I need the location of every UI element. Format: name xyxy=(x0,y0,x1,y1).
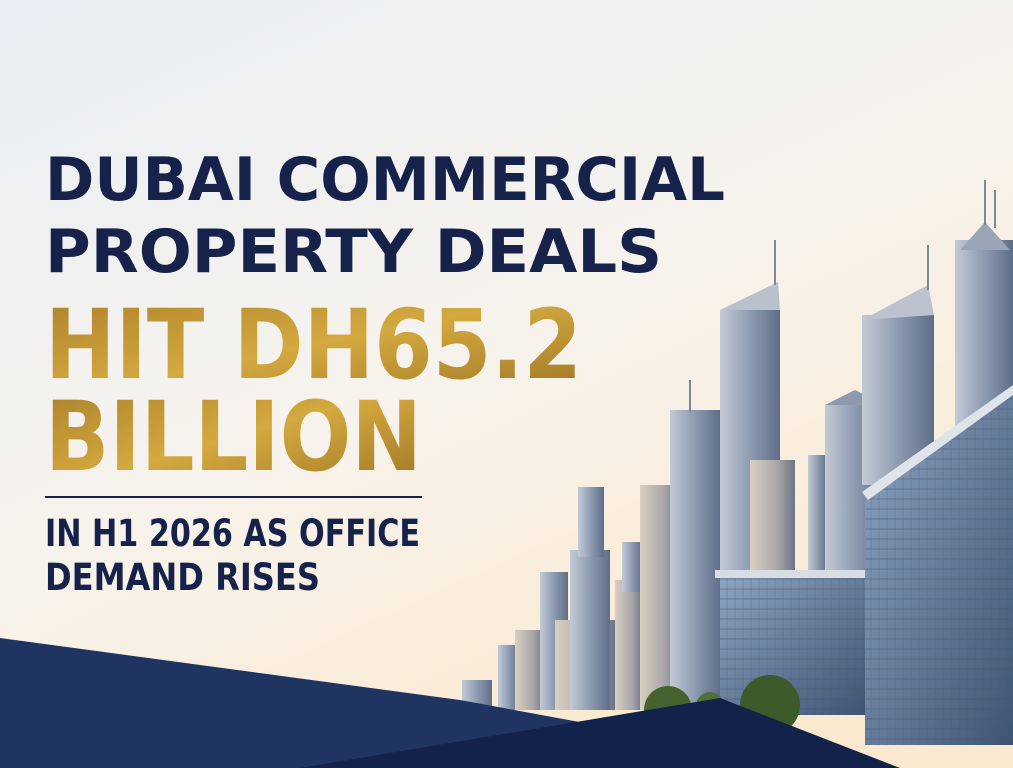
subheadline-line: IN H1 2026 AS OFFICE xyxy=(45,512,420,555)
headline-line: PROPERTY DEALS xyxy=(45,217,662,287)
headline-highlight: BILLION xyxy=(45,381,422,493)
headline-line: DUBAI COMMERCIAL xyxy=(45,145,725,215)
skyline xyxy=(462,180,1013,745)
navy-band-dark xyxy=(300,698,900,768)
subheadline-line: DEMAND RISES xyxy=(45,556,320,599)
headline-highlight: HIT DH65.2 xyxy=(45,289,582,401)
